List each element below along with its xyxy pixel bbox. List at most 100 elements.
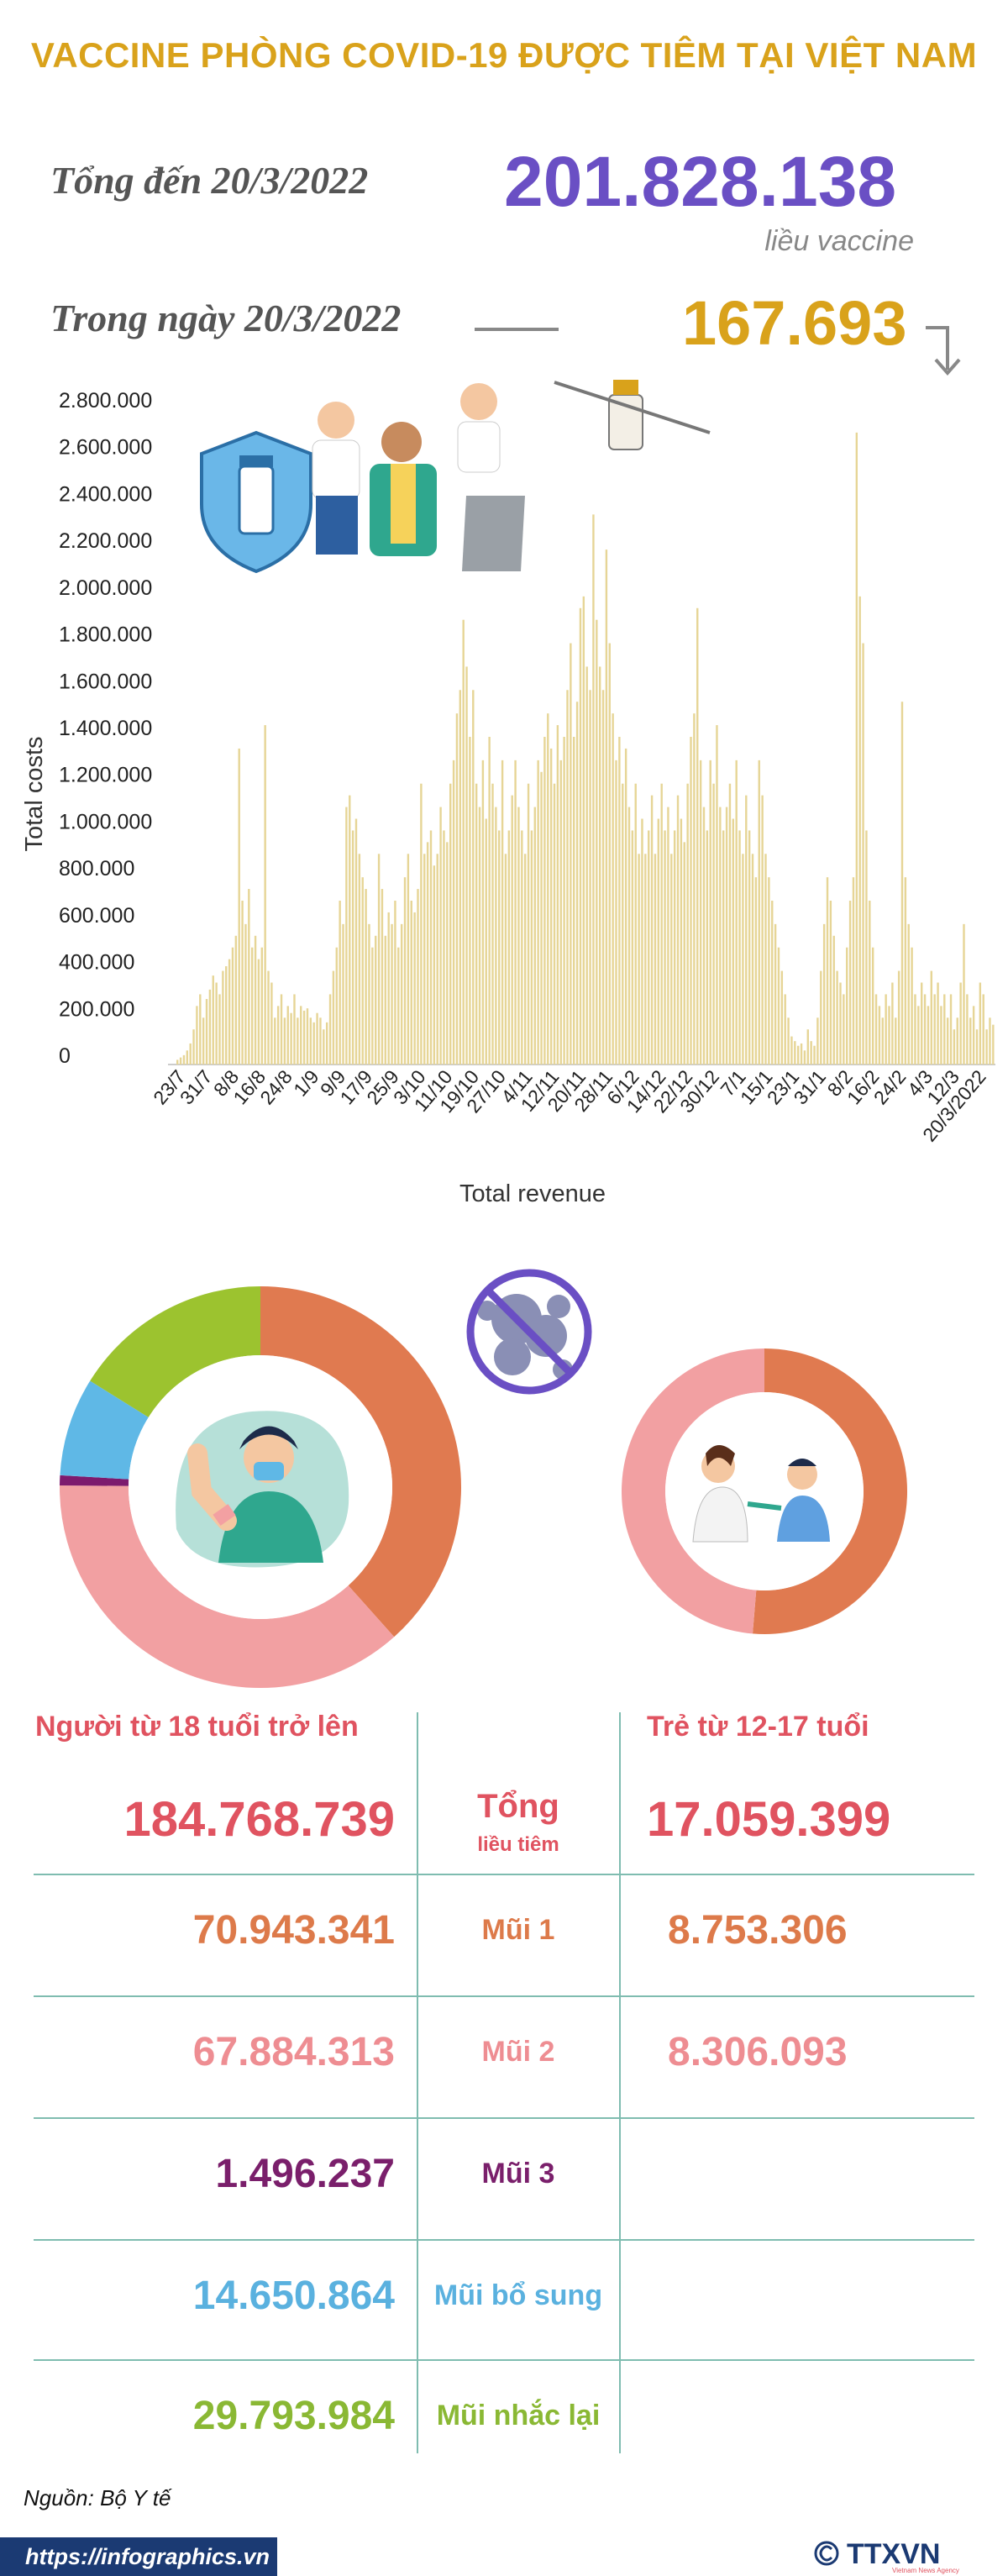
bar bbox=[222, 970, 224, 1065]
source-note: Nguồn: Bộ Y tế bbox=[24, 2485, 171, 2510]
bar bbox=[907, 923, 910, 1065]
bar bbox=[517, 807, 520, 1065]
bar bbox=[511, 795, 513, 1065]
bar bbox=[911, 947, 913, 1065]
y-tick-label: 1.200.000 bbox=[59, 764, 152, 787]
bar bbox=[225, 966, 228, 1065]
bar bbox=[800, 1043, 803, 1065]
bar bbox=[822, 923, 826, 1065]
website-link[interactable]: https://infographics.vn bbox=[25, 2544, 270, 2569]
bar bbox=[768, 877, 770, 1065]
bar bbox=[754, 877, 758, 1065]
bar bbox=[342, 923, 344, 1065]
bar bbox=[280, 994, 283, 1065]
bar bbox=[881, 1017, 884, 1065]
bar bbox=[605, 549, 608, 1065]
bar bbox=[660, 783, 663, 1065]
bar bbox=[570, 643, 572, 1065]
bar bbox=[361, 877, 364, 1065]
bar bbox=[530, 830, 533, 1065]
bar bbox=[624, 748, 627, 1065]
bar bbox=[196, 1006, 198, 1065]
bar bbox=[549, 748, 553, 1065]
bar bbox=[598, 666, 601, 1065]
bar bbox=[914, 994, 916, 1065]
copyright-icon bbox=[814, 2541, 839, 2566]
bar bbox=[728, 783, 732, 1065]
bar bbox=[257, 959, 260, 1065]
adult-dose1-value: 70.943.341 bbox=[192, 1908, 395, 1953]
bar bbox=[937, 982, 939, 1065]
bar bbox=[618, 737, 621, 1065]
bar bbox=[644, 854, 647, 1065]
y-tick-label: 1.600.000 bbox=[59, 670, 152, 693]
bar bbox=[956, 1017, 958, 1065]
bar bbox=[680, 818, 683, 1065]
bar bbox=[670, 854, 673, 1065]
bar bbox=[238, 748, 240, 1065]
bar bbox=[771, 901, 774, 1065]
bar bbox=[862, 643, 864, 1065]
y-tick-label: 1.800.000 bbox=[59, 623, 152, 647]
bar bbox=[208, 989, 212, 1065]
bar bbox=[719, 807, 722, 1065]
total-row-sublabel: liều tiêm bbox=[477, 1833, 559, 1856]
vaccinated-man-icon bbox=[176, 1411, 349, 1568]
bar bbox=[975, 1029, 979, 1065]
bar bbox=[836, 970, 838, 1065]
bar bbox=[455, 713, 459, 1065]
bar bbox=[387, 912, 390, 1065]
dose3-label: Mũi 3 bbox=[481, 2158, 555, 2190]
bar bbox=[462, 619, 465, 1065]
bar bbox=[796, 1045, 800, 1065]
bar bbox=[485, 818, 487, 1065]
bar bbox=[927, 1006, 930, 1065]
bar bbox=[959, 982, 962, 1065]
bar bbox=[443, 830, 445, 1065]
daily-label: Trong ngày 20/3/2022 bbox=[50, 297, 402, 339]
bar bbox=[302, 1010, 306, 1065]
table-row-divider bbox=[34, 1995, 974, 1997]
bar bbox=[228, 959, 231, 1065]
bar bbox=[349, 795, 351, 1065]
bar bbox=[540, 771, 543, 1065]
bar bbox=[521, 830, 523, 1065]
bar bbox=[989, 1017, 991, 1065]
people-illustration bbox=[312, 383, 525, 571]
bar bbox=[559, 760, 562, 1065]
bar bbox=[400, 923, 403, 1065]
logo-subtext: Vietnam News Agency bbox=[892, 2567, 959, 2574]
bar bbox=[192, 1029, 195, 1065]
bar bbox=[780, 970, 784, 1065]
adult-booster-value: 29.793.984 bbox=[192, 2394, 395, 2438]
bar bbox=[205, 999, 208, 1065]
bar bbox=[869, 901, 871, 1065]
bar bbox=[498, 830, 501, 1065]
bar bbox=[429, 830, 433, 1065]
bar bbox=[722, 830, 725, 1065]
bar bbox=[664, 830, 666, 1065]
bar bbox=[452, 760, 455, 1065]
bar bbox=[323, 1029, 325, 1065]
bar bbox=[234, 935, 238, 1065]
bar bbox=[601, 690, 605, 1065]
bar bbox=[949, 994, 953, 1065]
bar bbox=[312, 1022, 315, 1065]
bar bbox=[774, 923, 777, 1065]
bar bbox=[943, 994, 946, 1065]
daily-divider bbox=[475, 328, 559, 331]
y-tick-label: 2.200.000 bbox=[59, 529, 152, 553]
adult-doses-donut bbox=[60, 1286, 461, 1688]
donut-segment bbox=[622, 1348, 765, 1634]
adult-additional-value: 14.650.864 bbox=[192, 2274, 395, 2318]
child-dose1-value: 8.753.306 bbox=[668, 1908, 848, 1953]
adult-dose3-value: 1.496.237 bbox=[215, 2152, 395, 2196]
bar bbox=[612, 713, 614, 1065]
bar bbox=[839, 982, 842, 1065]
bar bbox=[972, 1006, 975, 1065]
bar bbox=[735, 760, 738, 1065]
bar bbox=[676, 795, 680, 1065]
bar bbox=[556, 725, 559, 1065]
y-tick-label: 0 bbox=[59, 1044, 71, 1068]
bar bbox=[413, 912, 416, 1065]
